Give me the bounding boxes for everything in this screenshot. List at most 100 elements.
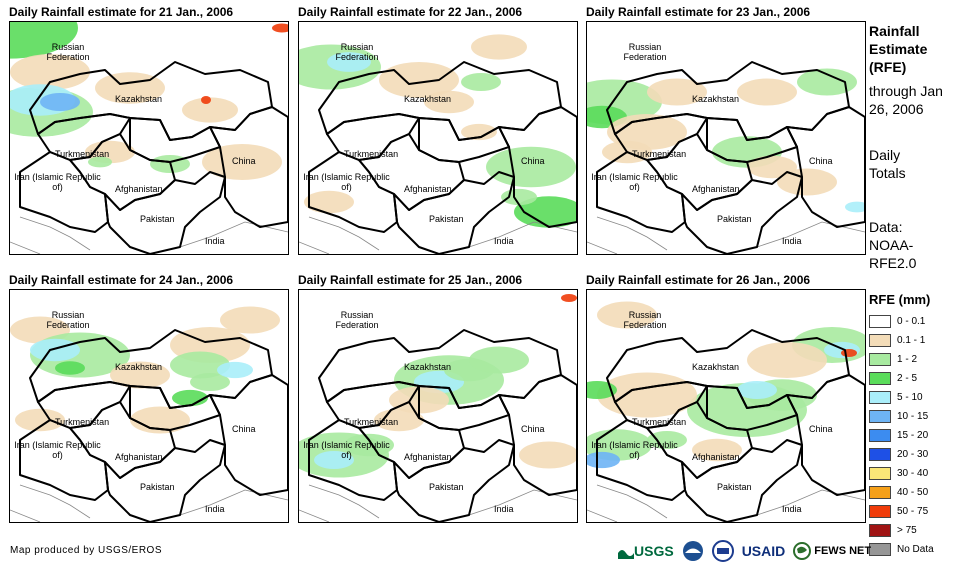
- rainfall-patch: [379, 62, 459, 98]
- rainfall-patch: [777, 168, 837, 196]
- legend-item: 50 - 75: [869, 502, 934, 521]
- rainfall-map: Russian Federation Kazakhstan Turkmenistan…: [9, 289, 289, 523]
- legend-swatch: [869, 391, 891, 404]
- country-label-india: India: [494, 236, 514, 246]
- coastline: [308, 484, 380, 519]
- coastline: [587, 241, 618, 254]
- country-border: [393, 439, 515, 522]
- panel-title: Daily Rainfall estimate for 21 Jan., 200…: [9, 5, 234, 19]
- rainfall-patch: [424, 90, 474, 114]
- rainfall-patch: [737, 381, 777, 399]
- country-label-pakistan: Pakistan: [717, 214, 752, 224]
- rainfall-patch: [747, 155, 797, 179]
- legend-item: 0 - 0.1: [869, 312, 934, 331]
- country-label-iran: Iran (Islamic Republic of): [303, 172, 390, 192]
- rainfall-patch: [217, 361, 253, 379]
- country-label-china: China: [521, 156, 545, 166]
- usaid-logo-text: USAID: [741, 543, 786, 559]
- country-label-kazakhstan: Kazakhstan: [692, 94, 740, 104]
- sidebar-through: through Jan 26, 2006: [869, 83, 943, 117]
- legend-item: 0.1 - 1: [869, 331, 934, 350]
- country-border: [393, 171, 515, 254]
- rainfall-patch: [597, 301, 657, 329]
- country-label-india: India: [205, 504, 225, 514]
- usgs-wave-icon: [618, 550, 634, 559]
- coastline: [19, 484, 91, 519]
- rainfall-patch: [272, 23, 288, 33]
- rainfall-patch: [471, 34, 527, 60]
- country-label-india: India: [205, 236, 225, 246]
- noaa-logo-icon: [682, 541, 703, 561]
- country-border: [786, 374, 865, 496]
- map-canvas: [10, 306, 288, 522]
- rainfall-patch: [88, 156, 112, 168]
- coastline: [468, 489, 577, 516]
- country-label-china: China: [521, 424, 545, 434]
- rainfall-field: [299, 294, 577, 478]
- country-border: [498, 374, 577, 496]
- country-label-kazakhstan: Kazakhstan: [404, 362, 452, 372]
- rainfall-patch: [647, 431, 687, 449]
- country-border: [209, 374, 288, 496]
- country-label-kazakhstan: Kazakhstan: [404, 94, 452, 104]
- rainfall-patch: [10, 54, 90, 90]
- rainfall-patch: [501, 188, 537, 206]
- rainfall-patch: [461, 123, 497, 141]
- country-label-afghanistan: Afghanistan: [115, 452, 163, 462]
- country-label-china: China: [809, 424, 833, 434]
- legend-swatch: [869, 334, 891, 347]
- fewsnet-logo-text: FEWS NET: [814, 545, 872, 557]
- coastline: [596, 216, 668, 251]
- legend-label: 15 - 20: [897, 430, 929, 441]
- coastline: [308, 216, 380, 251]
- country-border: [19, 419, 109, 501]
- rainfall-patch: [647, 78, 707, 106]
- panel-title: Daily Rainfall estimate for 22 Jan., 200…: [298, 5, 523, 19]
- map-canvas: [10, 22, 288, 254]
- rainfall-patch: [304, 190, 354, 214]
- legend-swatch: [869, 467, 891, 480]
- country-label-afghanistan: Afghanistan: [115, 184, 163, 194]
- legend: 0 - 0.1 0.1 - 1 1 - 2 2 - 5 5 - 10 10 - 15 15 …: [869, 312, 934, 559]
- country-label-kazakhstan: Kazakhstan: [692, 362, 740, 372]
- legend-item: 1 - 2: [869, 350, 934, 369]
- map-canvas: [299, 34, 577, 254]
- country-label-kazakhstan: Kazakhstan: [115, 362, 163, 372]
- legend-swatch: [869, 505, 891, 518]
- rainfall-map-panel-25jan: Daily Rainfall estimate for 25 Jan., 200…: [298, 273, 578, 523]
- country-label-turkmenistan: Turkmenistan: [55, 149, 110, 159]
- legend-swatch: [869, 372, 891, 385]
- country-label-russia: Russian Federation: [335, 42, 379, 62]
- rainfall-field: [299, 34, 577, 228]
- legend-label: 30 - 40: [897, 468, 929, 479]
- rainfall-patch: [514, 196, 577, 228]
- rainfall-field: [587, 301, 865, 469]
- legend-swatch: [869, 429, 891, 442]
- country-label-pakistan: Pakistan: [717, 482, 752, 492]
- country-label-russia: Russian Federation: [623, 310, 667, 330]
- logo-strip: USGS USAID FEWS NET: [618, 538, 871, 564]
- country-label-iran: Iran (Islamic Republic of): [14, 172, 101, 192]
- legend-item: No Data: [869, 540, 934, 559]
- rainfall-patch: [561, 294, 577, 302]
- legend-item: 2 - 5: [869, 369, 934, 388]
- coastline: [299, 509, 330, 522]
- rainfall-map: Russian Federation Kazakhstan Turkmenistan…: [298, 21, 578, 255]
- legend-item: 15 - 20: [869, 426, 934, 445]
- country-label-turkmenistan: Turkmenistan: [344, 417, 399, 427]
- legend-item: 5 - 10: [869, 388, 934, 407]
- coastline: [179, 221, 288, 248]
- country-label-pakistan: Pakistan: [140, 214, 175, 224]
- rainfall-map: Russian Federation Kazakhstan Turkmenistan…: [586, 21, 866, 255]
- rainfall-patch: [461, 73, 501, 91]
- rainfall-patch: [519, 441, 577, 469]
- rainfall-map-panel-22jan: Daily Rainfall estimate for 22 Jan., 200…: [298, 5, 578, 255]
- country-label-iran: Iran (Islamic Republic of): [14, 440, 101, 460]
- country-label-china: China: [809, 156, 833, 166]
- legend-item: 20 - 30: [869, 445, 934, 464]
- rainfall-patch: [182, 97, 238, 123]
- legend-swatch: [869, 448, 891, 461]
- rainfall-patch: [170, 351, 230, 379]
- legend-title: RFE (mm): [869, 292, 931, 307]
- country-label-china: China: [232, 156, 256, 166]
